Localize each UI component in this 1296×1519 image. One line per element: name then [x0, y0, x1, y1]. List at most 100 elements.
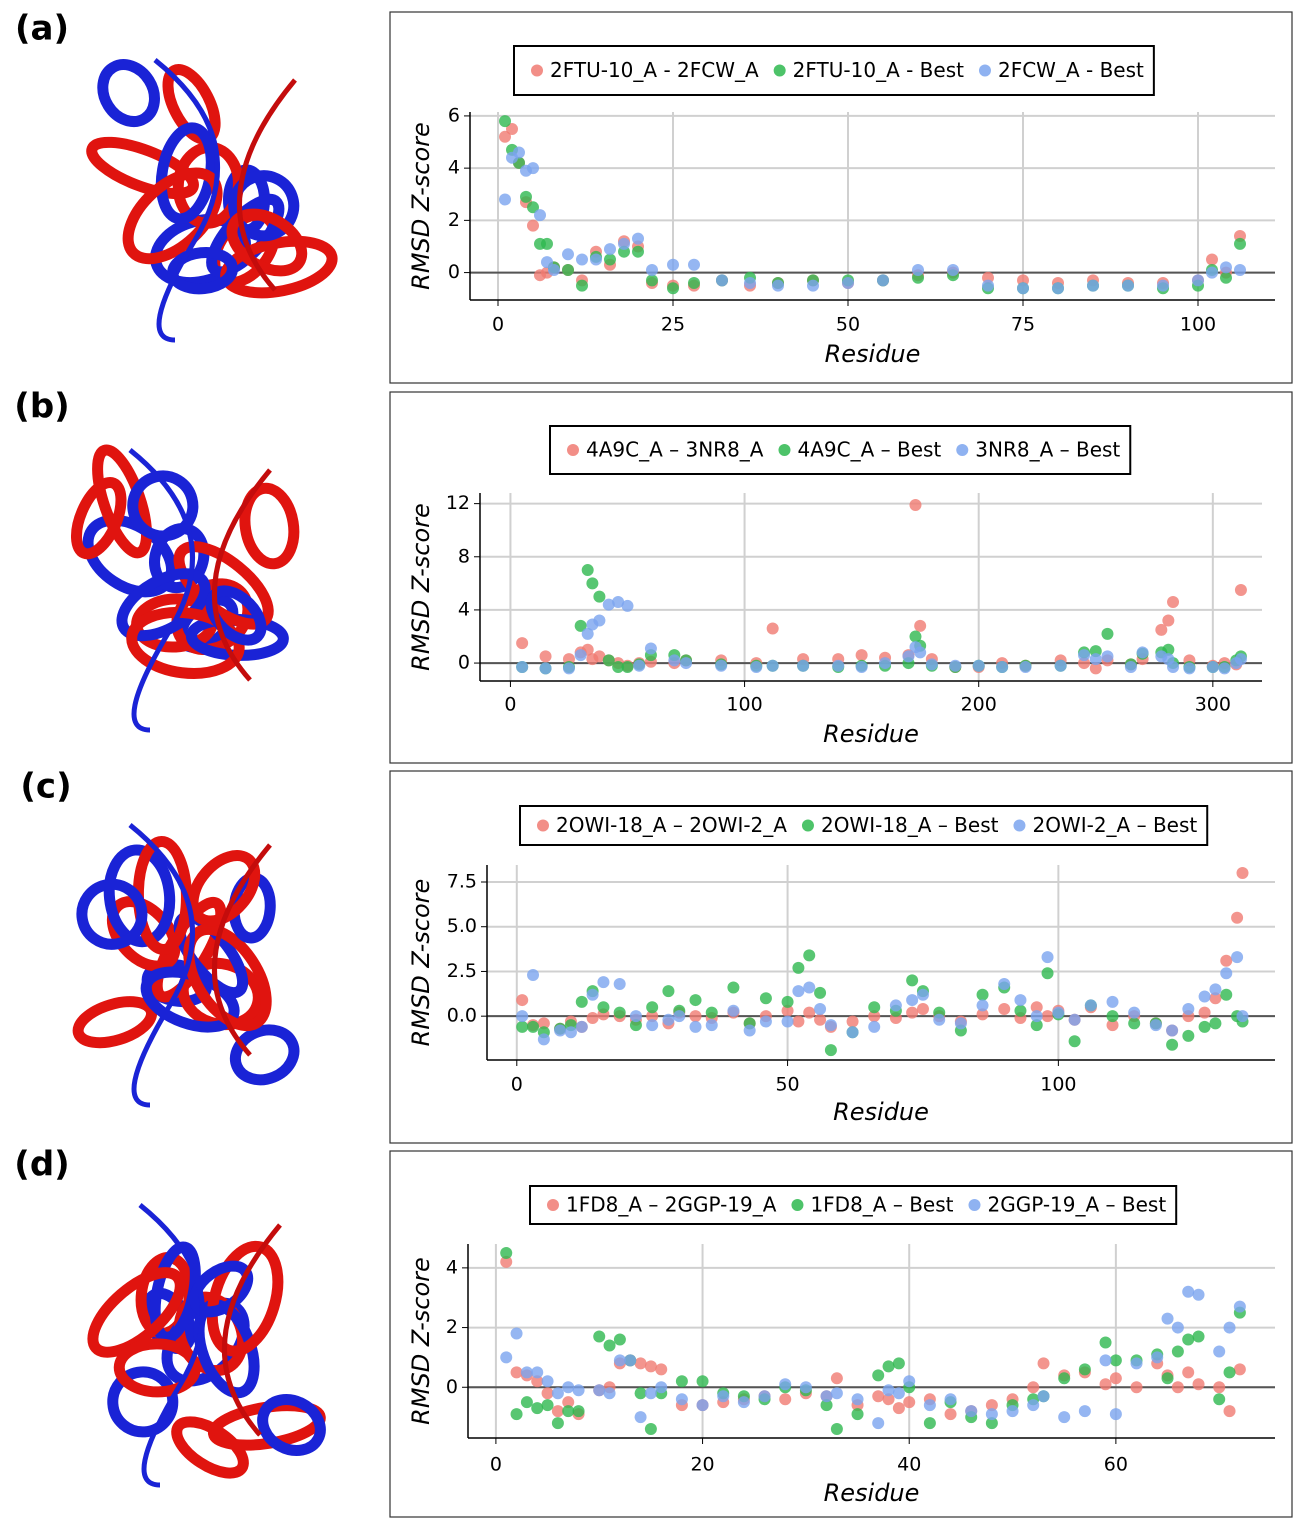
data-point: [872, 1417, 884, 1429]
data-point: [879, 657, 891, 669]
data-point: [926, 658, 938, 670]
data-point: [1007, 1405, 1019, 1417]
data-point: [604, 243, 616, 255]
data-point: [632, 246, 644, 258]
data-point: [521, 1396, 533, 1408]
data-point: [552, 1387, 564, 1399]
data-point: [645, 642, 657, 654]
data-point: [1183, 662, 1195, 674]
data-point: [1182, 1286, 1194, 1298]
y-axis-label: RMSD Z-score: [407, 122, 435, 290]
data-point: [1128, 1017, 1140, 1029]
data-point: [779, 1393, 791, 1405]
data-point: [917, 989, 929, 1001]
data-point: [1090, 653, 1102, 665]
data-point: [573, 1384, 585, 1396]
legend-label: 2OWI-2_A – Best: [1032, 813, 1197, 837]
data-point: [1237, 1010, 1249, 1022]
legend-marker: [802, 820, 814, 832]
data-point: [877, 274, 889, 286]
data-point: [782, 1016, 794, 1028]
data-point: [760, 992, 772, 1004]
protein-structure: [70, 825, 301, 1105]
y-tick-label: 8: [458, 545, 470, 567]
x-tick-label: 20: [690, 1454, 714, 1476]
data-point: [632, 233, 644, 245]
y-tick-label: 4: [446, 1256, 458, 1278]
data-point: [573, 1405, 585, 1417]
x-tick-label: 0: [504, 694, 516, 716]
x-tick-label: 100: [1040, 1074, 1076, 1096]
data-point: [998, 978, 1010, 990]
data-point: [1079, 1363, 1091, 1375]
legend-label: 1FD8_A – Best: [810, 1193, 953, 1217]
data-point: [1234, 1363, 1246, 1375]
data-point: [779, 1378, 791, 1390]
data-point: [893, 1357, 905, 1369]
data-point: [945, 1393, 957, 1405]
data-point: [622, 600, 634, 612]
data-point: [562, 1381, 574, 1393]
data-point: [511, 1328, 523, 1340]
data-point: [1150, 1019, 1162, 1031]
data-point: [807, 280, 819, 292]
data-point: [1219, 662, 1231, 674]
data-point: [1038, 1357, 1050, 1369]
data-point: [604, 254, 616, 266]
data-point: [655, 1363, 667, 1375]
data-point: [906, 994, 918, 1006]
x-tick-label: 50: [775, 1074, 799, 1096]
x-tick-label: 200: [961, 694, 997, 716]
data-point: [499, 193, 511, 205]
data-point: [516, 637, 528, 649]
data-point: [1206, 267, 1218, 279]
data-point: [800, 1381, 812, 1393]
x-tick-label: 0: [492, 314, 504, 336]
data-point: [706, 1019, 718, 1031]
data-point: [797, 660, 809, 672]
data-point: [576, 1021, 588, 1033]
data-point: [1055, 660, 1067, 672]
data-point: [883, 1360, 895, 1372]
data-point: [1182, 1003, 1194, 1015]
y-axis-label: RMSD Z-score: [407, 1257, 435, 1425]
data-point: [914, 646, 926, 658]
data-point: [562, 1405, 574, 1417]
data-point: [1193, 1378, 1205, 1390]
protein-structure: [67, 445, 299, 730]
data-point: [1151, 1351, 1163, 1363]
data-point: [1220, 955, 1232, 967]
data-point: [1125, 661, 1137, 673]
y-tick-label: 0: [446, 1376, 458, 1398]
data-point: [1167, 596, 1179, 608]
data-point: [1027, 1381, 1039, 1393]
data-point: [630, 1010, 642, 1022]
y-tick-label: 2: [446, 1316, 458, 1338]
helix-coil: [254, 1390, 330, 1461]
data-point: [933, 1014, 945, 1026]
data-point: [803, 1007, 815, 1019]
x-tick-label: 40: [897, 1454, 921, 1476]
data-point: [1206, 254, 1218, 266]
data-point: [1027, 1399, 1039, 1411]
data-point: [767, 660, 779, 672]
data-point: [1220, 261, 1232, 273]
x-axis-label: Residue: [824, 1479, 920, 1507]
data-point: [622, 661, 634, 673]
data-point: [500, 1351, 512, 1363]
data-point: [531, 1402, 543, 1414]
figure: (a)02550751000246ResidueRMSD Z-score2FTU…: [0, 0, 1296, 1519]
data-point: [847, 1026, 859, 1038]
data-point: [924, 1399, 936, 1411]
data-point: [893, 1387, 905, 1399]
legend-marker: [956, 444, 968, 456]
x-tick-label: 100: [1180, 314, 1216, 336]
data-point: [624, 1354, 636, 1366]
data-point: [552, 1417, 564, 1429]
data-point: [1172, 1345, 1184, 1357]
data-point: [977, 999, 989, 1011]
data-point: [1192, 274, 1204, 286]
helix-coil: [158, 62, 225, 146]
data-point: [1020, 661, 1032, 673]
data-point: [998, 1003, 1010, 1015]
